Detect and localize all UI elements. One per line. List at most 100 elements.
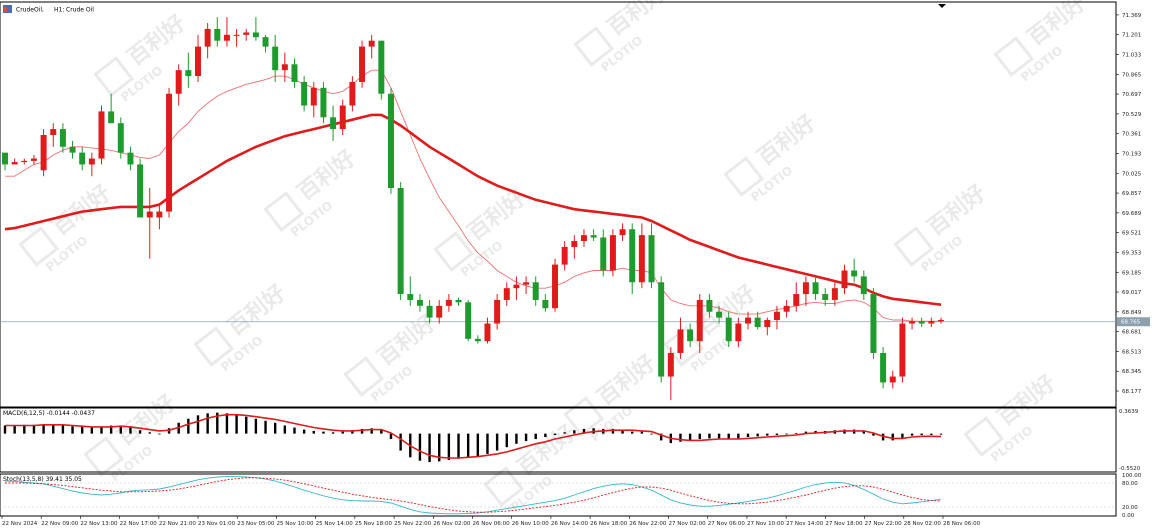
candle[interactable] xyxy=(870,288,877,359)
candle[interactable] xyxy=(503,282,510,306)
candle[interactable] xyxy=(88,152,95,177)
candle[interactable] xyxy=(21,158,28,165)
candle[interactable] xyxy=(243,28,250,41)
candle[interactable] xyxy=(928,317,935,328)
candle[interactable] xyxy=(494,294,501,330)
candle[interactable] xyxy=(252,17,259,41)
candle[interactable] xyxy=(175,64,182,106)
candle[interactable] xyxy=(474,335,481,344)
candle[interactable] xyxy=(291,58,298,88)
candle[interactable] xyxy=(880,347,887,389)
candle[interactable] xyxy=(812,276,819,300)
candle[interactable] xyxy=(513,276,520,300)
candle[interactable] xyxy=(909,317,916,330)
candle[interactable] xyxy=(79,146,86,171)
candle[interactable] xyxy=(735,317,742,348)
candle[interactable] xyxy=(918,317,925,328)
candle[interactable] xyxy=(40,129,47,177)
candle[interactable] xyxy=(50,123,57,147)
candle[interactable] xyxy=(532,276,539,306)
candle[interactable] xyxy=(185,52,192,88)
candle[interactable] xyxy=(320,81,327,124)
candle[interactable] xyxy=(214,17,221,47)
candle[interactable] xyxy=(571,235,578,259)
candle[interactable] xyxy=(194,34,201,82)
candle[interactable] xyxy=(590,229,597,242)
candle[interactable] xyxy=(445,294,452,312)
candle[interactable] xyxy=(619,223,626,242)
candle[interactable] xyxy=(561,241,568,271)
candle[interactable] xyxy=(484,317,491,344)
candle[interactable] xyxy=(378,40,385,100)
candle[interactable] xyxy=(233,28,240,47)
candle[interactable] xyxy=(552,258,559,312)
candle[interactable] xyxy=(137,158,144,218)
candle[interactable] xyxy=(773,305,780,330)
candle[interactable] xyxy=(822,288,829,306)
candle[interactable] xyxy=(2,152,8,171)
candle[interactable] xyxy=(706,294,713,318)
candle[interactable] xyxy=(889,370,896,389)
candle[interactable] xyxy=(397,182,404,300)
candle[interactable] xyxy=(368,34,375,59)
candle[interactable] xyxy=(436,299,443,324)
candle[interactable] xyxy=(648,223,655,289)
candle[interactable] xyxy=(851,258,858,283)
candle[interactable] xyxy=(117,117,124,159)
candle[interactable] xyxy=(899,317,906,383)
candle[interactable] xyxy=(677,317,684,359)
candle[interactable] xyxy=(629,223,636,295)
candle[interactable] xyxy=(30,155,37,165)
candle[interactable] xyxy=(783,299,790,318)
candle[interactable] xyxy=(542,294,549,312)
candle[interactable] xyxy=(725,311,732,348)
candle[interactable] xyxy=(204,23,211,59)
candle[interactable] xyxy=(580,229,587,247)
candle[interactable] xyxy=(860,270,867,300)
candle[interactable] xyxy=(11,158,18,165)
candle[interactable] xyxy=(658,276,665,383)
candle[interactable] xyxy=(667,347,674,401)
candle[interactable] xyxy=(687,323,694,348)
candle[interactable] xyxy=(841,264,848,295)
candle[interactable] xyxy=(523,276,530,295)
candle[interactable] xyxy=(831,282,838,306)
candle[interactable] xyxy=(359,40,366,88)
candle[interactable] xyxy=(310,81,317,118)
candle[interactable] xyxy=(272,34,279,82)
candle[interactable] xyxy=(262,34,269,53)
candle[interactable] xyxy=(600,229,607,277)
candle[interactable] xyxy=(638,223,645,289)
candle[interactable] xyxy=(802,276,809,306)
candle[interactable] xyxy=(108,93,115,124)
candle[interactable] xyxy=(281,52,288,82)
macd-histogram-bar xyxy=(61,425,65,434)
candle[interactable] xyxy=(793,282,800,312)
candle[interactable] xyxy=(223,17,230,47)
candle[interactable] xyxy=(754,311,761,330)
candle[interactable] xyxy=(609,229,616,277)
candle[interactable] xyxy=(426,299,433,324)
candle[interactable] xyxy=(339,99,346,135)
candle[interactable] xyxy=(938,317,944,324)
candle[interactable] xyxy=(127,146,134,171)
candle[interactable] xyxy=(696,294,703,353)
candle[interactable] xyxy=(59,123,66,153)
candle[interactable] xyxy=(764,317,771,336)
candle[interactable] xyxy=(387,87,394,194)
candle[interactable] xyxy=(69,140,76,159)
candle[interactable] xyxy=(146,188,153,259)
candle[interactable] xyxy=(745,311,752,330)
candle[interactable] xyxy=(407,276,414,306)
candle[interactable] xyxy=(349,76,356,112)
candle[interactable] xyxy=(98,105,105,165)
candle[interactable] xyxy=(455,297,462,306)
candle[interactable] xyxy=(716,305,723,324)
candle[interactable] xyxy=(166,87,173,218)
candle[interactable] xyxy=(301,76,308,112)
candle[interactable] xyxy=(465,299,472,342)
candle[interactable] xyxy=(156,205,163,230)
candle[interactable] xyxy=(330,105,337,141)
candle[interactable] xyxy=(416,294,423,312)
shift-marker-icon[interactable] xyxy=(938,4,946,8)
